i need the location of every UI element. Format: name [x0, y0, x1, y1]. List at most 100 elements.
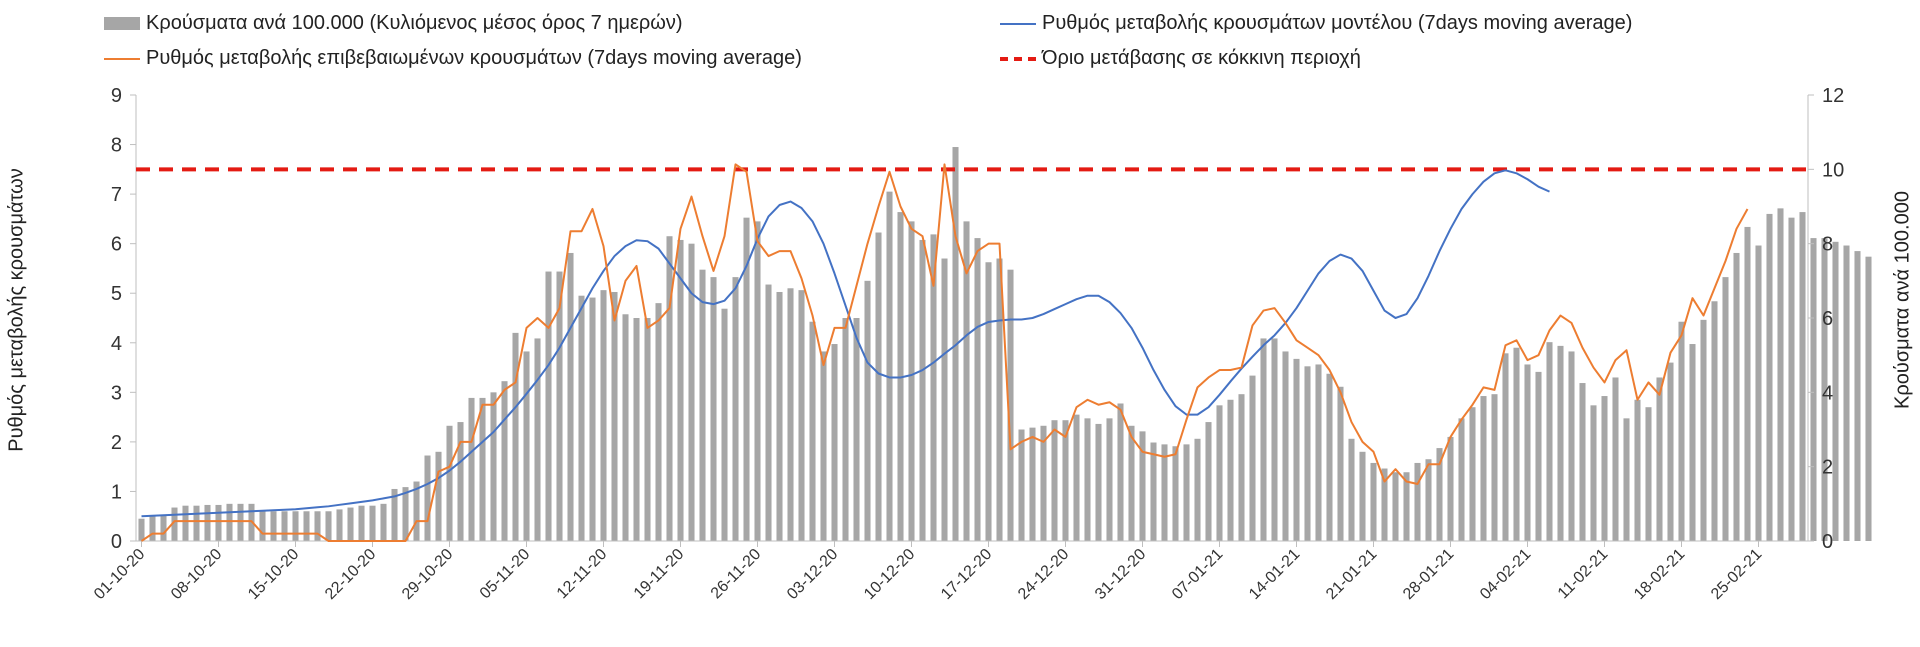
bar: [1678, 321, 1685, 541]
bar: [765, 284, 772, 541]
bar: [182, 505, 189, 541]
bar: [1007, 269, 1014, 541]
y-right-tick-label: 12: [1822, 85, 1844, 107]
bar: [1238, 394, 1245, 541]
bar: [1392, 472, 1399, 541]
confirmed-rate-line: [140, 163, 1749, 542]
bar: [1139, 431, 1146, 541]
bar: [864, 280, 871, 541]
bar: [1414, 462, 1421, 541]
x-tick-label: 08-10-20: [168, 546, 225, 603]
bar: [589, 297, 596, 541]
x-tick-label: 18-02-21: [1631, 546, 1688, 603]
x-tick-label: 22-10-20: [322, 546, 379, 603]
bar: [974, 238, 981, 541]
bar: [820, 351, 827, 541]
y-left-tick-label: 3: [111, 382, 122, 404]
y-right-tick-label: 2: [1822, 457, 1833, 479]
axes: [130, 94, 1814, 547]
bar: [930, 234, 937, 542]
bar-series: [138, 147, 1872, 542]
bar: [798, 290, 805, 542]
bar: [314, 511, 321, 541]
legend-item-threshold: Όριο μετάβασης σε κόκκινη περιοχή: [1000, 47, 1361, 70]
y-axis-left-title: Ρυθμός μεταβολής κρουσμάτων: [5, 168, 28, 452]
bar: [1777, 208, 1784, 542]
bar: [171, 507, 178, 541]
bar: [1733, 252, 1740, 541]
y-right-tick-label: 10: [1822, 159, 1844, 181]
bar: [1788, 217, 1795, 541]
bar: [1502, 353, 1509, 541]
bar: [1722, 277, 1729, 541]
bar: [754, 221, 761, 541]
bar: [1601, 396, 1608, 541]
bar: [336, 509, 343, 541]
bar: [1271, 338, 1278, 541]
bar: [622, 314, 629, 541]
legend-label-threshold: Όριο μετάβασης σε κόκκινη περιοχή: [1042, 47, 1361, 69]
bar: [501, 381, 508, 541]
bar: [424, 455, 431, 541]
bar: [1447, 436, 1454, 541]
bar: [1480, 396, 1487, 541]
bar: [1172, 446, 1179, 541]
y-right-tick-label: 0: [1822, 531, 1833, 553]
model-rate-line: [141, 169, 1550, 518]
bar: [1843, 245, 1850, 541]
bar: [1282, 351, 1289, 541]
y-axis-right-title: Κρούσματα ανά 100.000: [1891, 191, 1914, 409]
legend-label-bars: Κρούσματα ανά 100.000 (Κυλιόμενος μέσος …: [146, 12, 683, 34]
bar: [1106, 418, 1113, 541]
bar: [490, 392, 497, 541]
legend-swatch-model: [1000, 22, 1036, 25]
bar: [1029, 427, 1036, 541]
x-tick-label: 31-12-20: [1092, 546, 1149, 603]
x-tick-label: 15-10-20: [245, 546, 302, 603]
bar: [1216, 405, 1223, 541]
bar: [545, 271, 552, 541]
bar: [1623, 418, 1630, 541]
bar: [732, 277, 739, 541]
x-tick-label: 28-01-21: [1400, 546, 1457, 603]
y-right-tick-label: 6: [1822, 308, 1833, 330]
x-tick-label: 25-02-21: [1708, 546, 1765, 603]
bar: [160, 514, 167, 541]
x-tick-label: 04-02-21: [1477, 546, 1534, 603]
x-tick-label: 29-10-20: [399, 546, 456, 603]
bar: [1832, 241, 1839, 541]
bar: [809, 321, 816, 541]
bar: [457, 422, 464, 541]
bar: [1018, 429, 1025, 541]
bar: [1194, 438, 1201, 541]
bar: [1084, 418, 1091, 541]
x-tick-label: 14-01-21: [1246, 546, 1303, 603]
x-tick-label: 19-11-20: [631, 546, 688, 603]
bar: [391, 488, 398, 541]
bar: [919, 239, 926, 541]
bar: [1073, 414, 1080, 541]
bar: [963, 221, 970, 541]
bar: [633, 318, 640, 541]
bar: [413, 481, 420, 541]
x-tick-label: 03-12-20: [784, 546, 841, 603]
bar: [1634, 399, 1641, 541]
bar: [1095, 423, 1102, 541]
bar: [1326, 373, 1333, 541]
bar: [204, 504, 211, 541]
legend-item-confirmed: Ρυθμός μεταβολής επιβεβαιωμένων κρουσμάτ…: [104, 47, 802, 70]
bar: [743, 217, 750, 541]
bar: [644, 318, 651, 541]
bar: [358, 505, 365, 541]
bar: [534, 338, 541, 541]
bar: [1568, 351, 1575, 541]
x-tick-label: 17-12-20: [938, 546, 995, 603]
bar: [1040, 425, 1047, 541]
legend-label-confirmed: Ρυθμός μεταβολής επιβεβαιωμένων κρουσμάτ…: [146, 47, 802, 69]
bar: [886, 191, 893, 541]
bar: [1260, 338, 1267, 541]
bar: [1150, 442, 1157, 541]
x-tick-label: 26-11-20: [708, 546, 765, 603]
x-tick-label: 10-12-20: [861, 546, 918, 603]
bar: [281, 511, 288, 541]
